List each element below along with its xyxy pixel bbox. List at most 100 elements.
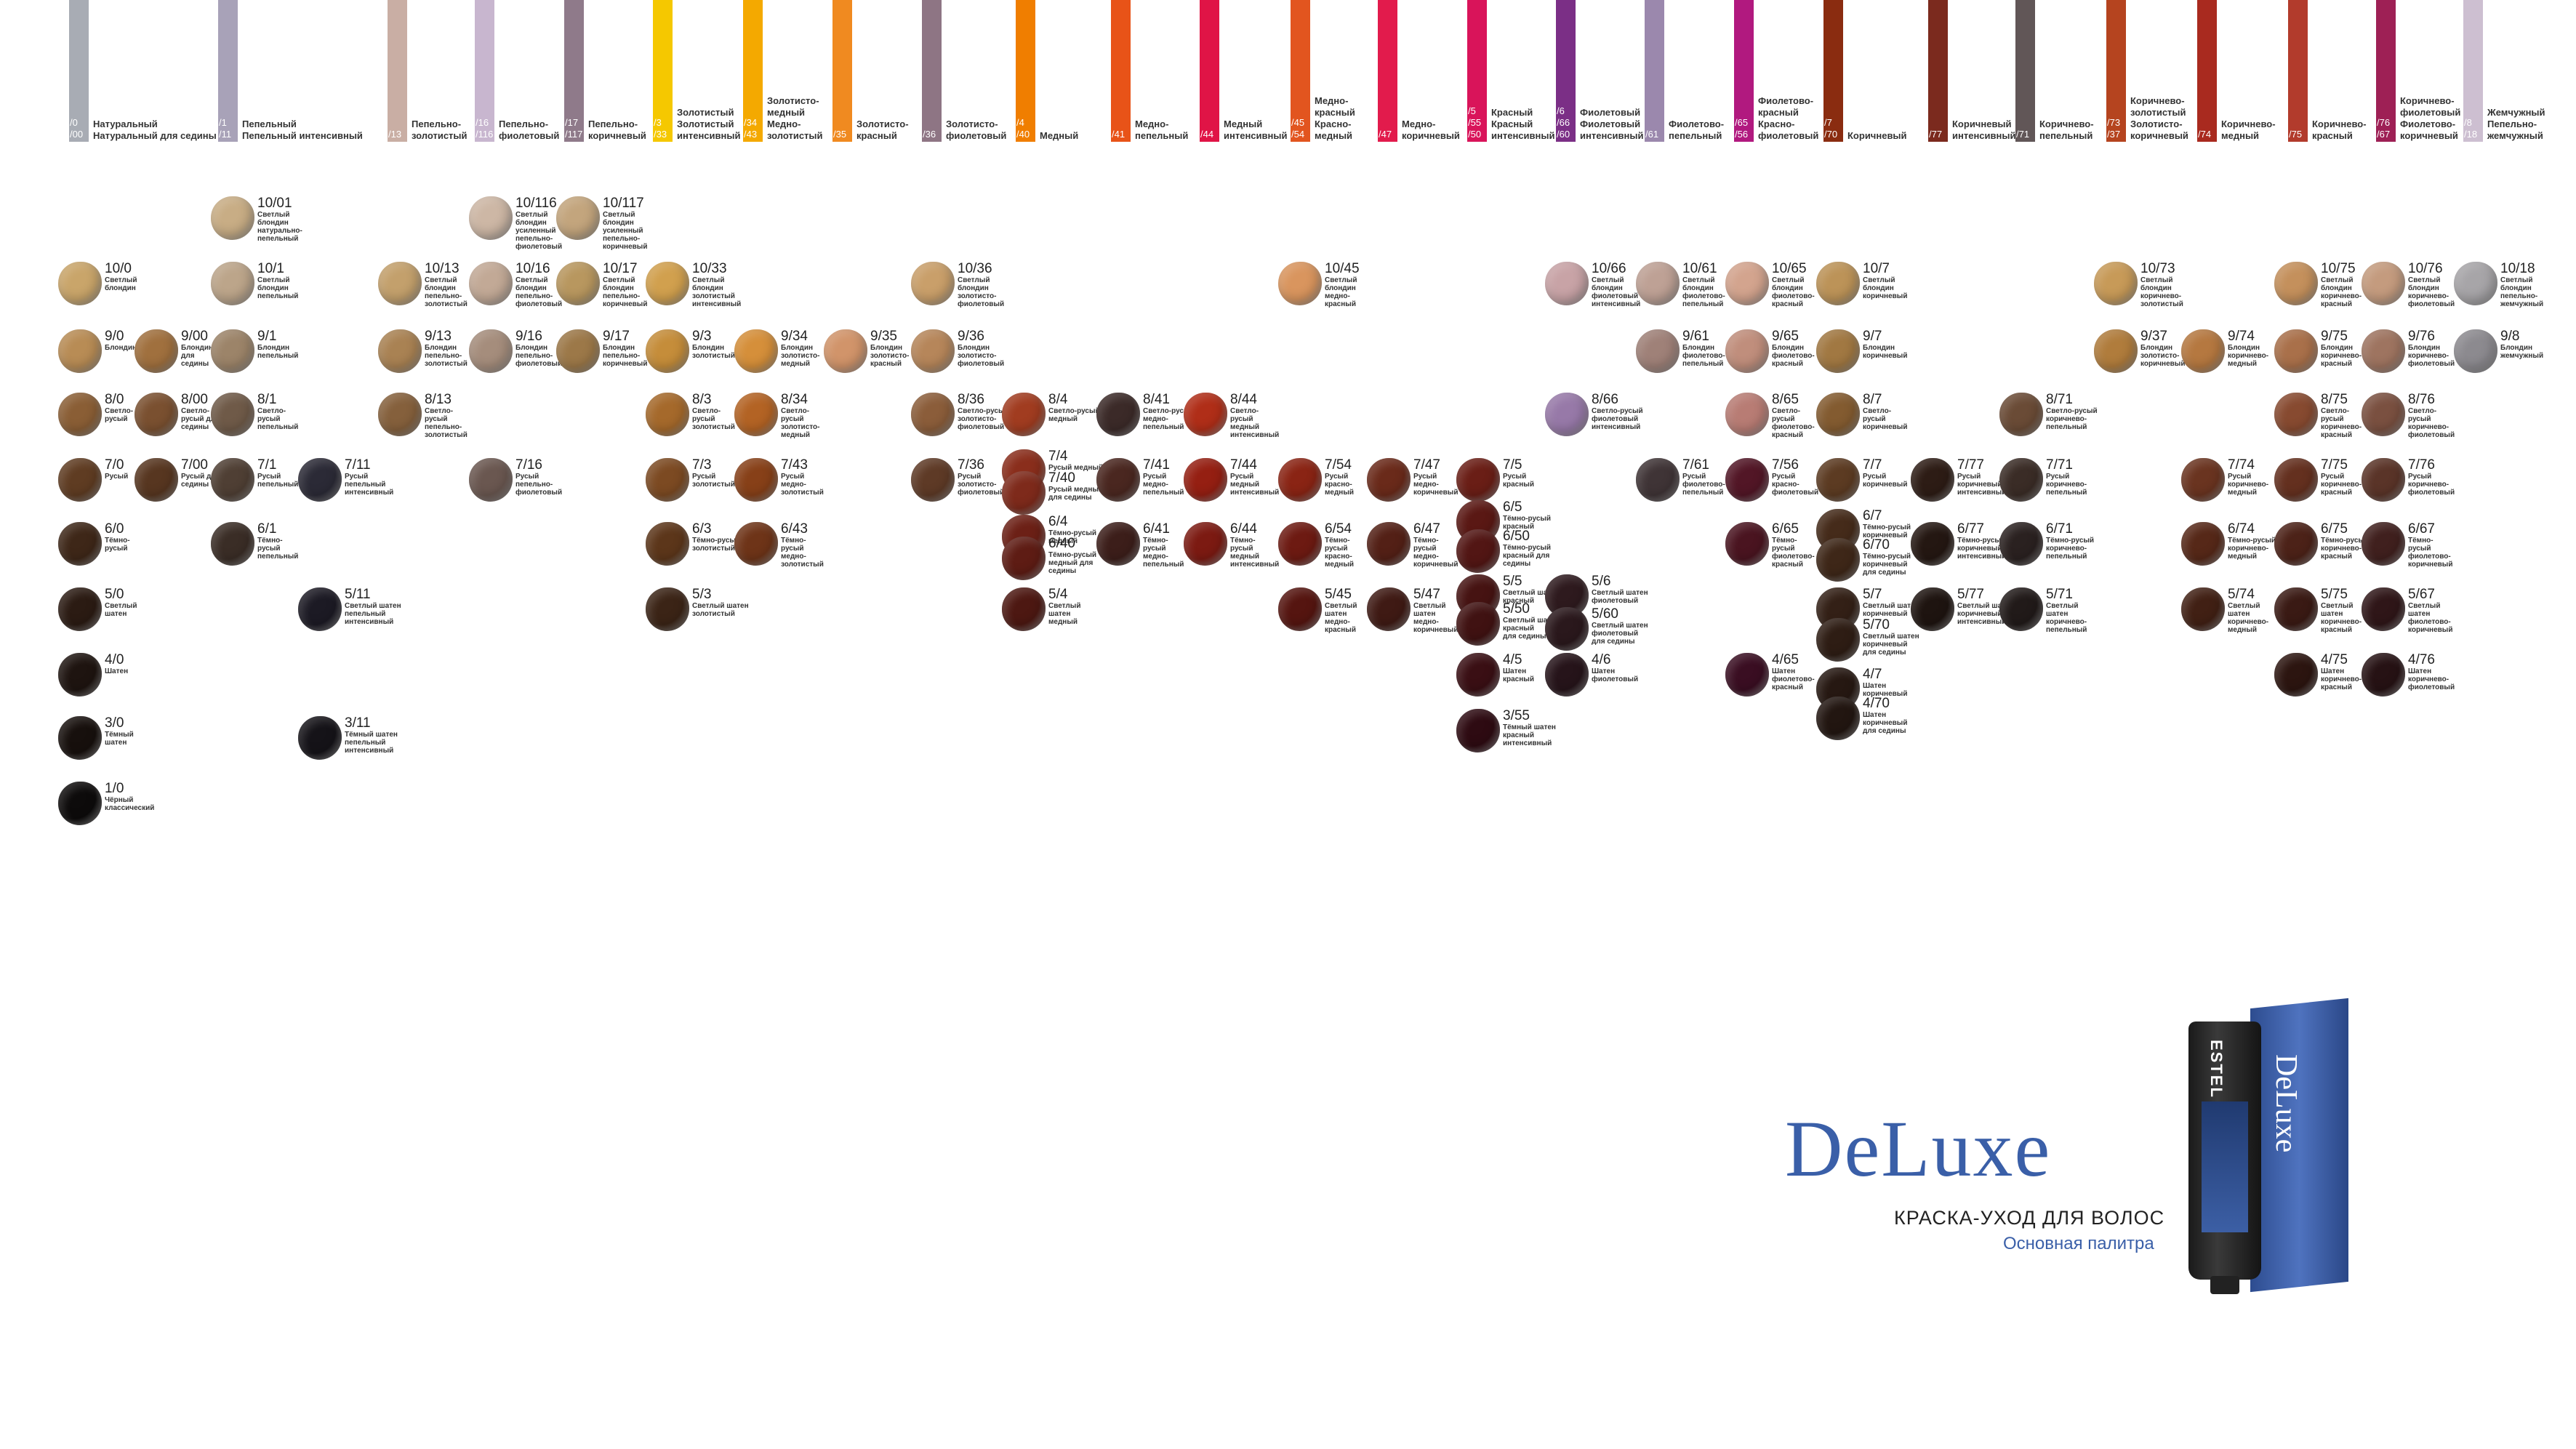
header-color-bar	[2197, 0, 2217, 142]
hair-swatch-icon	[646, 329, 689, 373]
hair-swatch-icon	[469, 196, 513, 240]
header-name: Золотисто-	[2130, 119, 2183, 129]
hair-swatch-icon	[646, 458, 689, 502]
header-code: /65	[1735, 117, 1749, 128]
hair-swatch-icon	[1096, 522, 1140, 566]
swatch-code: 6/74	[2228, 521, 2255, 537]
header-name: Фиолетово-	[1669, 119, 1725, 129]
hair-swatch-icon	[1911, 458, 1954, 502]
header-name: Коричнево-	[2400, 95, 2455, 106]
header-names: Золотисто-фиолетовый	[946, 119, 1006, 142]
swatch-code: 8/4	[1048, 392, 1068, 407]
header-names: Фиолетово-красный Красно-фиолетовый	[1758, 95, 1818, 142]
swatch-description: Русый коричневый	[1863, 473, 1908, 489]
hair-swatch-icon	[2362, 393, 2405, 436]
header-names: Медно-пепельный	[1135, 119, 1188, 142]
swatch-code: 7/11	[345, 457, 371, 473]
swatch-description: Тёмно- русый медно- золотистый	[781, 537, 824, 569]
hair-swatch-icon	[135, 458, 178, 502]
swatch-code: 8/36	[958, 392, 984, 407]
product-tube-label	[2202, 1101, 2248, 1232]
header-codes: /45/54	[1291, 117, 1310, 140]
swatch-description: Блондин фиолетово- красный	[1772, 344, 1815, 368]
hair-swatch-icon	[1725, 653, 1769, 697]
hair-swatch-icon	[734, 329, 778, 373]
swatch-description: Тёмно- русый красно- медный	[1325, 537, 1355, 569]
header-codes: /41	[1112, 129, 1131, 140]
swatch-description: Светло- русый фиолетово- красный	[1772, 407, 1815, 439]
header-names: Золотистый Золотистый интенсивный	[677, 107, 740, 142]
hair-swatch-icon	[211, 393, 254, 436]
header-codes: /4/40	[1016, 117, 1035, 140]
header-codes: /65/56	[1735, 117, 1754, 140]
header-color-bar	[1734, 0, 1754, 142]
swatch-description: Русый фиолетово- пепельный	[1682, 473, 1725, 497]
swatch-description: Светлый блондин коричнево- золотистый	[2140, 276, 2183, 308]
swatch-description: Светлый шатен коричнево- медный	[2228, 602, 2269, 634]
header-codes: /75	[2289, 129, 2308, 140]
swatch-description: Светлый блондин коричнево- красный	[2321, 276, 2362, 308]
swatch-description: Блондин пепельно- золотистый	[425, 344, 468, 368]
hair-swatch-icon	[646, 262, 689, 305]
swatch-code: 4/5	[1503, 652, 1522, 667]
product-box-brand: DeLuxe	[2269, 1054, 2303, 1153]
swatch-code: 7/41	[1143, 457, 1170, 473]
header-name: Медно-	[1402, 119, 1436, 129]
header-name: Пепельно-	[2487, 119, 2537, 129]
header-name: Коричневый	[1952, 119, 2012, 129]
header-name: интенсивный	[1580, 130, 1644, 141]
hair-swatch-icon	[1002, 471, 1046, 515]
swatch-description: Светлый блондин фиолетовый интенсивный	[1592, 276, 1641, 308]
swatch-code: 8/13	[425, 392, 452, 407]
hair-swatch-icon	[2274, 653, 2318, 697]
swatch-description: Светлый шатен пепельный интенсивный	[345, 602, 401, 626]
swatch-code: 8/71	[2046, 392, 2073, 407]
swatch-code: 6/43	[781, 521, 808, 537]
header-codes: /34/43	[744, 117, 763, 140]
header-code: /00	[70, 129, 84, 140]
hair-swatch-icon	[298, 716, 342, 760]
hair-swatch-icon	[1816, 697, 1860, 740]
header-codes: /35	[833, 129, 852, 140]
header-codes: /17/117	[565, 117, 584, 140]
header-name: Золотистый	[677, 107, 734, 118]
swatch-description: Светло- русый пепельный	[257, 407, 299, 431]
hair-swatch-icon	[2362, 329, 2405, 373]
header-codes: /5/55/50	[1468, 105, 1487, 140]
swatch-code: 8/7	[1863, 392, 1882, 407]
hair-swatch-icon	[2274, 458, 2318, 502]
swatch-code: 10/116	[515, 196, 557, 211]
hair-swatch-icon	[1002, 537, 1046, 580]
header-name: Пепельно-	[412, 119, 462, 129]
swatch-code: 7/56	[1772, 457, 1799, 473]
hair-swatch-icon	[1816, 329, 1860, 373]
header-code: /8	[2464, 117, 2472, 128]
header-code: /34	[744, 117, 758, 128]
hair-swatch-icon	[1911, 522, 1954, 566]
swatch-description: Светлый блондин пепельно- жемчужный	[2500, 276, 2544, 308]
swatch-code: 9/13	[425, 329, 452, 344]
hair-swatch-icon	[2362, 262, 2405, 305]
swatch-description: Русый красно- медный	[1325, 473, 1355, 497]
header-name: Красно-	[1758, 119, 1795, 129]
swatch-description: Русый коричнево- красный	[2321, 473, 2362, 497]
header-color-bar	[743, 0, 763, 142]
swatch-code: 5/5	[1503, 574, 1522, 589]
header-code: /116	[476, 129, 494, 140]
swatch-description: Светлый шатен фиолетовый для седины	[1592, 622, 1648, 646]
hair-swatch-icon	[58, 262, 102, 305]
header-code: /6	[1557, 105, 1565, 116]
header-name: фиолетовый	[499, 130, 560, 141]
hair-swatch-icon	[469, 458, 513, 502]
hair-swatch-icon	[1636, 329, 1680, 373]
header-codes: /8/18	[2464, 117, 2483, 140]
hair-swatch-icon	[2454, 262, 2497, 305]
hair-swatch-icon	[646, 393, 689, 436]
header-code: /41	[1112, 129, 1126, 140]
swatch-code: 5/11	[345, 587, 371, 602]
header-names: Медный	[1040, 130, 1078, 142]
swatch-code: 9/16	[515, 329, 542, 344]
swatch-description: Блондин жемчужный	[2500, 344, 2544, 360]
swatch-description: Тёмно-русый коричнево- пепельный	[2046, 537, 2095, 561]
swatch-description: Тёмно-русый коричневый для седины	[1863, 553, 1911, 577]
